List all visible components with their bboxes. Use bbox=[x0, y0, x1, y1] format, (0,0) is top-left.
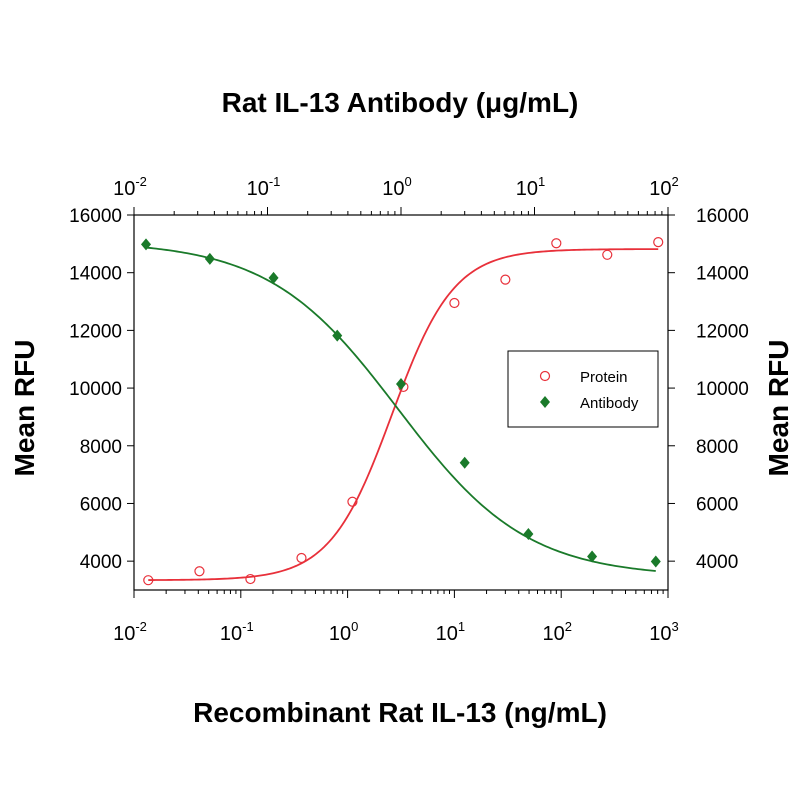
legend-antibody-label: Antibody bbox=[580, 395, 639, 412]
top-tick-exponent: 1 bbox=[538, 174, 545, 189]
point-protein bbox=[194, 566, 205, 577]
point-protein bbox=[347, 496, 358, 507]
top-tick-base: 10 bbox=[649, 178, 671, 200]
left-y-axis-title: Mean RFU bbox=[9, 340, 40, 477]
point-protein bbox=[296, 552, 307, 564]
point-antibody bbox=[650, 555, 661, 568]
top-tick-base: 10 bbox=[382, 178, 404, 200]
bottom-tick-label: 101 bbox=[436, 619, 465, 645]
point-antibody bbox=[141, 238, 152, 251]
top-tick-label: 10-2 bbox=[113, 174, 147, 200]
top-tick-exponent: -1 bbox=[269, 174, 281, 189]
legend-protein-label: Protein bbox=[580, 369, 628, 386]
bottom-tick-label: 10-2 bbox=[113, 619, 147, 645]
point-protein bbox=[245, 573, 256, 585]
point-antibody bbox=[332, 329, 343, 342]
point-protein bbox=[602, 249, 613, 260]
y-tick-label-right: 4000 bbox=[696, 552, 738, 573]
top-tick-label: 100 bbox=[382, 174, 411, 200]
bottom-tick-exponent: 2 bbox=[565, 619, 572, 634]
top-tick-base: 10 bbox=[516, 178, 538, 200]
point-antibody bbox=[204, 252, 215, 265]
bottom-tick-label: 100 bbox=[329, 619, 358, 645]
top-axis-title: Rat IL-13 Antibody (μg/mL) bbox=[222, 87, 579, 118]
bottom-tick-exponent: -2 bbox=[135, 619, 147, 634]
bottom-tick-exponent: 0 bbox=[351, 619, 358, 634]
data-points bbox=[141, 237, 664, 586]
legend-protein-marker bbox=[539, 370, 551, 382]
point-protein bbox=[500, 274, 511, 285]
y-tick-label-left: 16000 bbox=[69, 206, 122, 227]
point-antibody bbox=[396, 378, 406, 391]
point-protein bbox=[143, 575, 154, 586]
y-tick-label-left: 6000 bbox=[80, 494, 122, 515]
bottom-tick-base: 10 bbox=[113, 623, 135, 645]
bottom-tick-label: 102 bbox=[542, 619, 571, 645]
bottom-tick-base: 10 bbox=[542, 623, 564, 645]
bottom-tick-exponent: -1 bbox=[242, 619, 254, 634]
y-tick-label-right: 16000 bbox=[696, 206, 749, 227]
bottom-tick-base: 10 bbox=[329, 623, 351, 645]
point-antibody bbox=[587, 550, 598, 563]
bottom-tick-exponent: 1 bbox=[458, 619, 465, 634]
y-tick-label-right: 6000 bbox=[696, 494, 738, 515]
bottom-tick-label: 103 bbox=[649, 619, 678, 645]
point-protein bbox=[551, 238, 562, 249]
legend-antibody-marker bbox=[540, 396, 550, 408]
point-antibody bbox=[523, 528, 534, 541]
bottom-tick-base: 10 bbox=[436, 623, 458, 645]
point-antibody bbox=[268, 271, 279, 284]
legend: Protein Antibody bbox=[507, 350, 659, 428]
y-tick-label-left: 4000 bbox=[80, 552, 122, 573]
y-tick-label-right: 14000 bbox=[696, 264, 749, 285]
y-tick-label-left: 12000 bbox=[69, 321, 122, 342]
top-tick-base: 10 bbox=[113, 178, 135, 200]
bottom-tick-base: 10 bbox=[220, 623, 242, 645]
top-tick-exponent: 0 bbox=[405, 174, 412, 189]
bottom-tick-base: 10 bbox=[649, 623, 671, 645]
top-tick-label: 101 bbox=[516, 174, 545, 200]
point-protein bbox=[653, 237, 664, 248]
y-tick-label-left: 10000 bbox=[69, 379, 122, 400]
y-tick-label-left: 14000 bbox=[69, 264, 122, 285]
top-tick-label: 10-1 bbox=[247, 174, 281, 200]
fit-curve-antibody bbox=[145, 246, 656, 572]
bottom-tick-label: 10-1 bbox=[220, 619, 254, 645]
y-tick-label-right: 8000 bbox=[696, 437, 738, 458]
bottom-tick-exponent: 3 bbox=[672, 619, 679, 634]
y-tick-label-left: 8000 bbox=[80, 437, 122, 458]
y-tick-label-right: 12000 bbox=[696, 321, 749, 342]
top-tick-exponent: 2 bbox=[672, 174, 679, 189]
right-y-axis-title: Mean RFU bbox=[763, 340, 794, 477]
point-antibody bbox=[459, 456, 470, 469]
top-tick-exponent: -2 bbox=[135, 174, 147, 189]
legend-box bbox=[507, 350, 659, 428]
top-tick-base: 10 bbox=[247, 178, 269, 200]
x-axis-title: Recombinant Rat IL-13 (ng/mL) bbox=[193, 697, 607, 728]
top-tick-label: 102 bbox=[649, 174, 678, 200]
point-protein bbox=[449, 297, 460, 309]
y-tick-label-right: 10000 bbox=[696, 379, 749, 400]
